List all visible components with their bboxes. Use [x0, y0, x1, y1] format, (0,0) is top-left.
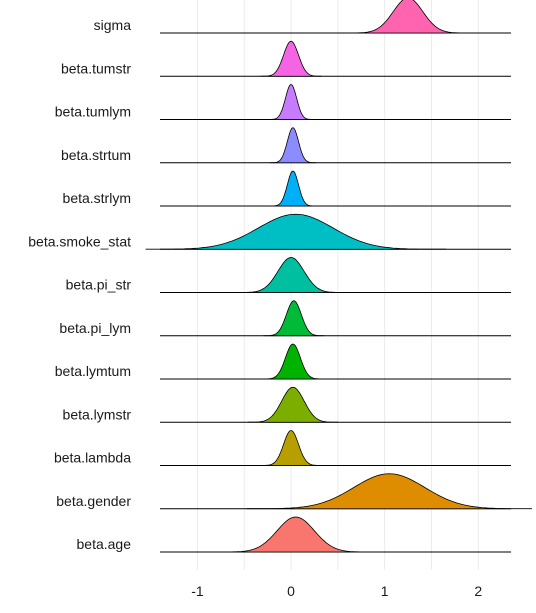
ridge-beta-lymtum	[160, 343, 511, 380]
ridge-density	[348, 0, 468, 34]
y-tick-label: beta.pi_str	[66, 277, 132, 293]
ridge-density	[268, 84, 314, 120]
ridges	[145, 0, 532, 553]
grid-lines	[196, 0, 479, 570]
y-tick-label: beta.strlym	[63, 190, 131, 206]
x-tick-label: 2	[474, 583, 482, 599]
y-tick-label: beta.gender	[56, 493, 131, 509]
ridge-beta-strtum	[160, 127, 511, 164]
ridge-beta-lymstr	[160, 386, 511, 423]
ridge-beta-strlym	[160, 170, 511, 207]
ridge-density	[263, 300, 325, 337]
y-tick-label: beta.lymtum	[55, 363, 131, 379]
ridge-beta-age	[160, 516, 511, 553]
x-tick-label: 1	[381, 583, 389, 599]
ridge-beta-smoke-stat	[145, 213, 511, 250]
y-tick-label: beta.tumlym	[55, 104, 131, 120]
ridge-density	[260, 40, 322, 77]
ridge-beta-gender	[160, 473, 532, 510]
y-tick-label: beta.strtum	[61, 147, 131, 163]
ridge-beta-tumstr	[160, 40, 511, 77]
ridge-density	[247, 386, 339, 423]
ridge-beta-pi-lym	[160, 300, 511, 337]
ridge-density	[145, 213, 446, 250]
y-tick-label: beta.lymstr	[63, 406, 132, 422]
ridge-density	[261, 430, 321, 466]
ridge-density	[270, 127, 316, 164]
y-tick-label: beta.pi_lym	[59, 320, 131, 336]
ridge-density	[270, 170, 316, 207]
ridge-beta-pi-str	[160, 257, 511, 293]
y-tick-label: beta.lambda	[54, 450, 131, 466]
x-axis-labels: -1 0 1 2	[191, 583, 482, 599]
x-tick-label: 0	[287, 583, 295, 599]
y-tick-label: beta.age	[77, 536, 132, 552]
ridge-beta-lambda	[160, 430, 511, 466]
ridge-sigma	[160, 0, 511, 34]
ridge-density	[238, 257, 344, 293]
y-tick-label: sigma	[94, 17, 132, 33]
ridge-density	[246, 473, 532, 510]
ridge-density	[263, 343, 323, 380]
ridge-density	[220, 516, 371, 553]
y-tick-label: beta.smoke_stat	[28, 233, 131, 249]
x-tick-label: -1	[191, 583, 204, 599]
y-axis-labels: sigma beta.tumstr beta.tumlym beta.strtum be…	[28, 17, 131, 552]
y-tick-label: beta.tumstr	[61, 60, 131, 76]
ridge-beta-tumlym	[160, 84, 511, 120]
